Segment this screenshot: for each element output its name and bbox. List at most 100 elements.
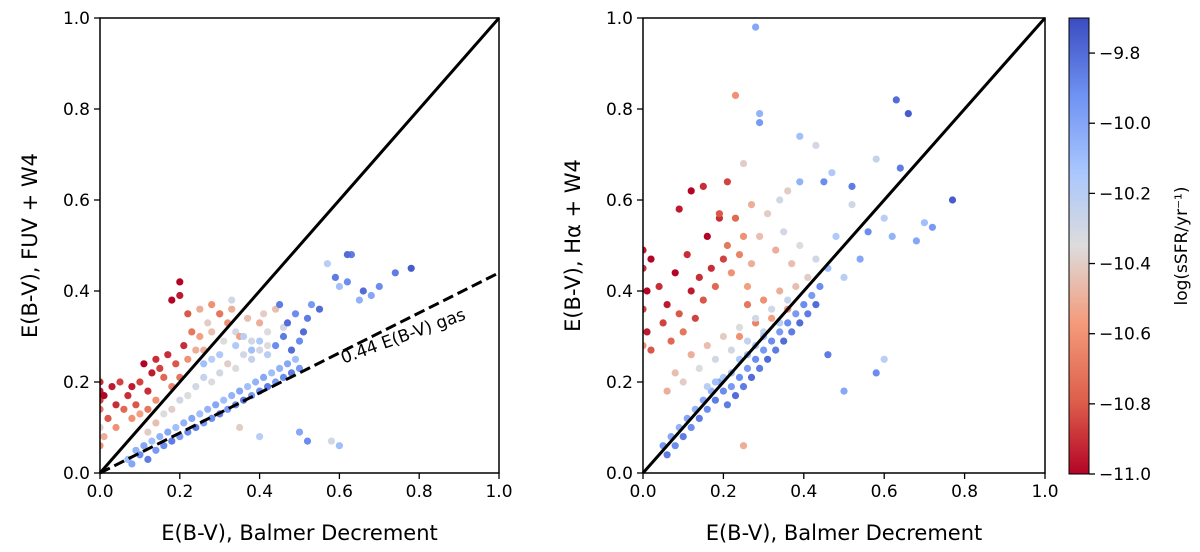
left-scatter-point	[204, 319, 212, 327]
left-scatter-point	[112, 423, 120, 432]
right-scatter-point	[739, 383, 748, 391]
right-scatter-point	[888, 232, 896, 240]
right-scatter-point	[711, 282, 720, 291]
right-scatter-point	[928, 223, 937, 231]
right-scatter-point	[687, 351, 695, 359]
left-scatter-point	[104, 414, 112, 422]
right-one-to-one-line	[641, 17, 1047, 474]
colorbar-tick-label: −10.0	[1099, 114, 1151, 134]
left-scatter-point	[112, 401, 120, 409]
left-y-tick-label: 1.0	[63, 9, 90, 29]
left-scatter-point	[359, 287, 367, 295]
right-y-tick-label: 0.8	[606, 100, 633, 120]
right-y-tick-label: 0.6	[606, 191, 633, 211]
left-scatter-point	[144, 387, 152, 395]
left-scatter-point	[100, 392, 108, 400]
right-scatter-point	[796, 132, 804, 140]
left-scatter-point	[116, 378, 124, 386]
right-scatter-point	[792, 282, 800, 291]
left-scatter-point	[148, 437, 156, 445]
left-scatter-point	[240, 332, 248, 341]
left-scatter-point	[168, 437, 176, 445]
left-scatter-point	[224, 360, 232, 368]
left-scatter-point	[160, 373, 168, 381]
left-scatter-point	[128, 414, 136, 422]
right-scatter-point	[687, 423, 695, 432]
left-scatter-point	[264, 351, 272, 359]
left-ticks: 0.0 0.2 0.4 0.6 0.8 1.0 0.0 0.2 0.4 0.6 0.8 1.0	[63, 9, 513, 502]
left-scatter-point	[375, 282, 383, 291]
left-scatter-point	[264, 342, 272, 350]
right-scatter-point	[671, 369, 679, 377]
left-y-tick-label: 0.6	[63, 191, 90, 211]
left-scatter-point	[391, 269, 399, 277]
right-scatter-point	[695, 414, 703, 422]
left-scatter-point	[188, 414, 196, 422]
right-scatter-point	[824, 351, 832, 359]
left-scatter-point	[196, 410, 204, 418]
left-scatter-point	[283, 319, 292, 327]
right-ticks: 0.0 0.2 0.4 0.6 0.8 1.0 0.0 0.2 0.4 0.6 0.8 1.0	[606, 9, 1059, 502]
right-scatter-point	[643, 246, 647, 254]
left-scatter-point	[335, 442, 343, 450]
colorbar-label: log(sSFR/yr⁻¹)	[1172, 187, 1192, 306]
left-scatter-point	[232, 342, 240, 350]
right-scatter-point	[687, 287, 695, 295]
right-scatter-point	[784, 296, 792, 304]
left-scatter-point	[335, 282, 343, 291]
right-scatter-point	[764, 210, 772, 218]
left-scatter-point	[252, 378, 260, 386]
left-scatter-point	[367, 291, 375, 300]
left-scatter-point	[228, 296, 236, 304]
right-y-tick-label: 0.0	[606, 464, 633, 484]
left-one-to-one-line	[98, 17, 501, 474]
left-scatter-point	[407, 264, 415, 272]
left-scatter-point	[100, 423, 104, 432]
right-scatter-point	[808, 291, 816, 300]
colorbar-tick-label: −9.8	[1099, 44, 1140, 64]
right-y-tick-label: 0.2	[606, 373, 633, 393]
right-scatter-point	[756, 119, 764, 127]
left-scatter-point	[276, 301, 284, 309]
right-scatter-point	[800, 301, 808, 309]
right-scatter-point	[739, 160, 748, 168]
left-y-tick-label: 0.0	[63, 464, 90, 484]
left-scatter-point	[276, 364, 284, 372]
left-scatter-point	[232, 364, 240, 372]
right-axes-frame	[642, 17, 1046, 474]
right-scatter-point	[743, 337, 752, 345]
right-scatter-point	[772, 246, 780, 254]
right-scatter-point	[659, 319, 667, 327]
left-scatter-point	[220, 337, 228, 345]
left-scatter-point	[299, 328, 308, 336]
right-scatter-point	[796, 241, 804, 250]
right-scatter-point	[727, 383, 736, 391]
left-scatter-point	[256, 346, 264, 354]
left-scatter-point	[283, 360, 292, 368]
left-scatter-point	[136, 378, 144, 386]
left-scatter-point	[208, 378, 216, 386]
left-scatter-point	[152, 419, 160, 427]
right-y-tick-label: 1.0	[606, 9, 633, 29]
colorbar-tick-label: −10.6	[1099, 325, 1151, 345]
colorbar-tick-label: −10.2	[1099, 184, 1151, 204]
left-scatter-point	[212, 401, 220, 409]
right-scatter-point	[735, 251, 744, 259]
right-scatter-point	[752, 23, 760, 31]
left-scatter-point	[192, 383, 200, 391]
right-scatter-point	[675, 310, 683, 318]
right-scatter-point	[756, 232, 764, 240]
right-scatter-point	[711, 396, 720, 404]
colorbar-tick-label: −10.4	[1099, 255, 1151, 275]
right-scatter-point	[828, 169, 836, 177]
right-scatter-point	[643, 305, 647, 313]
right-scatter-point	[796, 178, 804, 186]
right-scatter-point	[671, 269, 679, 277]
left-scatter-point	[256, 433, 264, 441]
right-scatter-point	[784, 187, 792, 195]
left-scatter-point	[164, 351, 172, 359]
colorbar-tick-label: −11.0	[1099, 465, 1151, 485]
right-scatter-point	[723, 178, 732, 186]
right-scatter-point	[679, 378, 687, 386]
right-scatter-point	[735, 332, 744, 341]
